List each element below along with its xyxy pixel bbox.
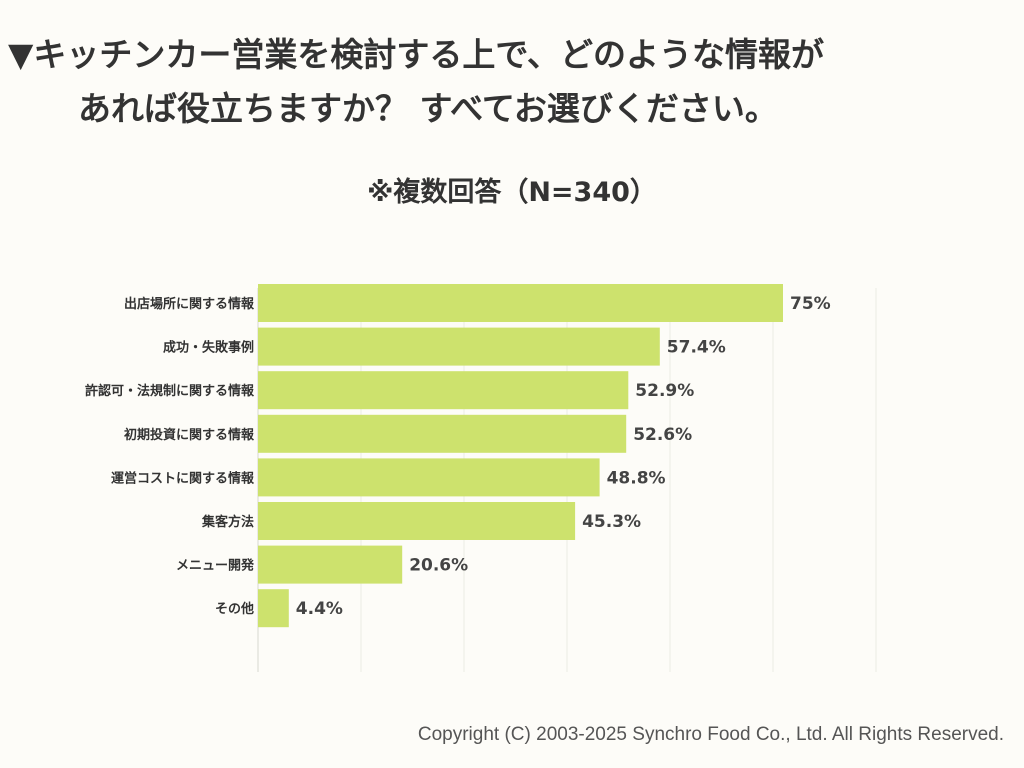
copyright-text: Copyright (C) 2003-2025 Synchro Food Co.… xyxy=(417,724,1004,745)
bar xyxy=(258,545,403,584)
data-label: 4.4% xyxy=(296,599,343,619)
category-label: メニュー開発 xyxy=(176,558,255,574)
bar xyxy=(258,371,629,410)
category-label: 許認可・法規制に関する情報 xyxy=(85,383,255,399)
category-label: その他 xyxy=(215,601,254,617)
data-label: 20.6% xyxy=(409,556,468,576)
category-label: 初期投資に関する情報 xyxy=(124,427,255,443)
chart-subtitle: ※複数回答（N=340） xyxy=(367,177,657,208)
data-label: 57.4% xyxy=(667,338,726,358)
bar xyxy=(258,284,783,322)
data-label: 52.6% xyxy=(633,425,692,445)
bar xyxy=(258,502,576,540)
data-label: 48.8% xyxy=(607,468,666,488)
category-label: 運営コストに関する情報 xyxy=(111,470,255,486)
data-label: 52.9% xyxy=(635,381,694,401)
data-label: 75% xyxy=(790,294,831,314)
category-label: 出店場所に関する情報 xyxy=(124,296,255,312)
bar xyxy=(258,327,660,366)
bar xyxy=(258,458,600,497)
category-label: 集客方法 xyxy=(201,514,254,530)
data-label: 45.3% xyxy=(582,512,641,532)
chart-title-line-2: あれば役立ちますか？ すべてお選びください。 xyxy=(78,89,778,128)
bar xyxy=(258,589,289,628)
bar xyxy=(258,414,627,453)
category-label: 成功・失敗事例 xyxy=(163,340,254,356)
chart-title-line-1: ▼キッチンカー営業を検討する上で、どのような情報が xyxy=(8,35,825,74)
